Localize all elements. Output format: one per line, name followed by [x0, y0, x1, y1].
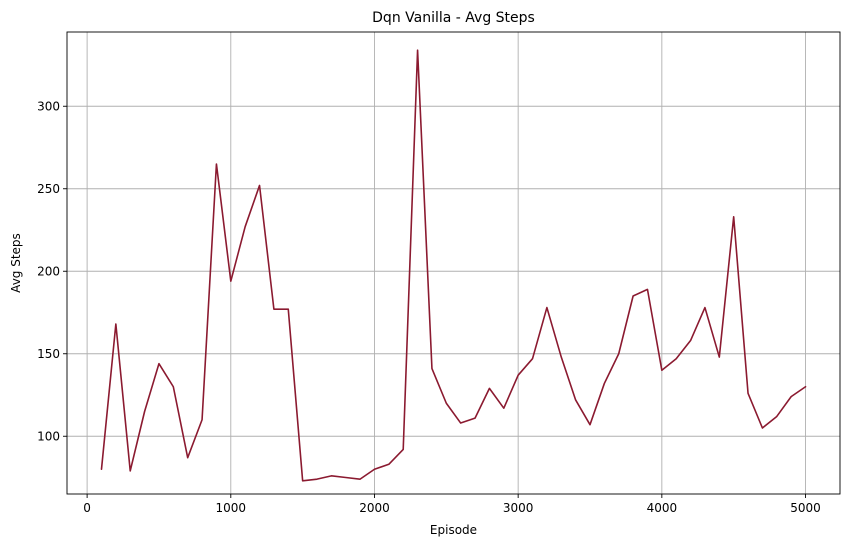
grid-layer [67, 32, 840, 494]
chart-title: Dqn Vanilla - Avg Steps [372, 10, 535, 26]
x-tick-label: 5000 [790, 501, 821, 515]
y-tick-label: 200 [37, 264, 60, 278]
x-tick-label: 0 [83, 501, 91, 515]
x-tick-label: 4000 [647, 501, 678, 515]
series-layer [100, 49, 807, 482]
plot-frame [66, 31, 841, 495]
series-line-0 [100, 49, 807, 482]
x-tick-label: 1000 [216, 501, 247, 515]
y-tick-label: 250 [37, 182, 60, 196]
y-tick-label: 100 [37, 429, 60, 443]
x-tick-label: 3000 [503, 501, 534, 515]
x-axis-title: Episode [430, 523, 477, 537]
x-tick-label: 2000 [359, 501, 390, 515]
y-tick-label: 300 [37, 99, 60, 113]
y-axis-title: Avg Steps [9, 233, 23, 293]
y-tick-label: 150 [37, 347, 60, 361]
ticks-layer: 0 1000 2000 3000 4000 5000 100 150 200 250 300 [37, 99, 821, 515]
